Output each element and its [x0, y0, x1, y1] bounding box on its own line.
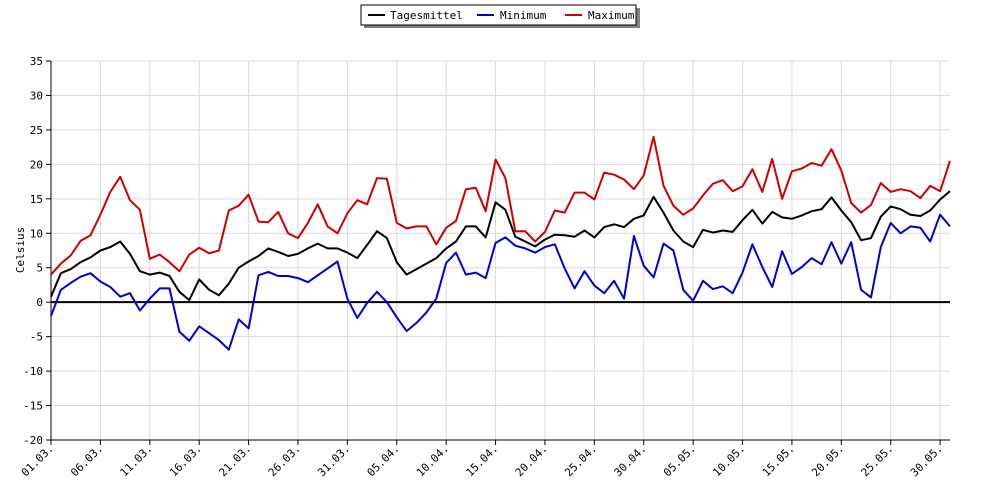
x-tick-label: 30.04. — [612, 442, 649, 479]
series-line-tagesmittel — [50, 190, 951, 302]
x-axis: 01.03. 06.03. 11.03. 16.03. 21.03. 26.03. 31.0… — [19, 439, 950, 479]
y-tick-label: 35 — [30, 55, 43, 68]
y-tick-label: 25 — [30, 124, 43, 137]
y-tick-label: 20 — [30, 158, 43, 171]
series-lines — [50, 135, 951, 351]
x-tick-label: 21.03. — [216, 442, 253, 479]
x-tick-label: 16.03. — [167, 442, 204, 479]
legend-label-tagesmittel: Tagesmittel — [390, 9, 463, 22]
y-tick-label: 10 — [30, 227, 43, 240]
series-line-maximum — [50, 135, 951, 276]
x-tick-label: 11.03. — [118, 442, 155, 479]
x-tick-label: 10.05. — [710, 442, 747, 479]
y-tick-label: -5 — [30, 331, 43, 344]
x-tick-label: 20.05. — [809, 442, 846, 479]
y-tick-label: 30 — [30, 89, 43, 102]
y-tick-label: -10 — [23, 365, 43, 378]
x-tick-label: 01.03. — [19, 442, 56, 479]
y-axis: -20 -15 -10 -5 0 5 10 15 20 25 30 35 — [23, 55, 52, 447]
y-tick-label: 0 — [36, 296, 43, 309]
x-tick-label: 25.04. — [562, 442, 599, 479]
legend-label-maximum: Maximum — [588, 9, 635, 22]
y-tick-label: 15 — [30, 193, 43, 206]
x-tick-label: 05.05. — [661, 442, 698, 479]
x-tick-label: 25.05. — [859, 442, 896, 479]
legend-label-minimum: Minimum — [500, 9, 547, 22]
x-tick-label: 10.04. — [414, 442, 451, 479]
legend: Tagesmittel Minimum Maximum — [360, 4, 640, 28]
y-tick-label: -20 — [23, 434, 43, 447]
grid — [51, 60, 950, 441]
y-tick-label: -15 — [23, 400, 43, 413]
x-tick-label: 31.03. — [315, 442, 352, 479]
x-tick-label: 26.03. — [266, 442, 303, 479]
y-axis-label: Celsius — [14, 227, 27, 273]
x-tick-label: 20.04. — [513, 442, 550, 479]
y-tick-label: 5 — [36, 262, 43, 275]
series-line-minimum — [50, 213, 951, 351]
x-tick-label: 15.05. — [760, 442, 797, 479]
x-tick-label: 05.04. — [365, 442, 402, 479]
legend-box — [360, 4, 637, 26]
x-tick-label: 15.04. — [463, 442, 500, 479]
x-tick-label: 30.05. — [908, 442, 945, 479]
x-tick-label: 06.03. — [68, 442, 105, 479]
